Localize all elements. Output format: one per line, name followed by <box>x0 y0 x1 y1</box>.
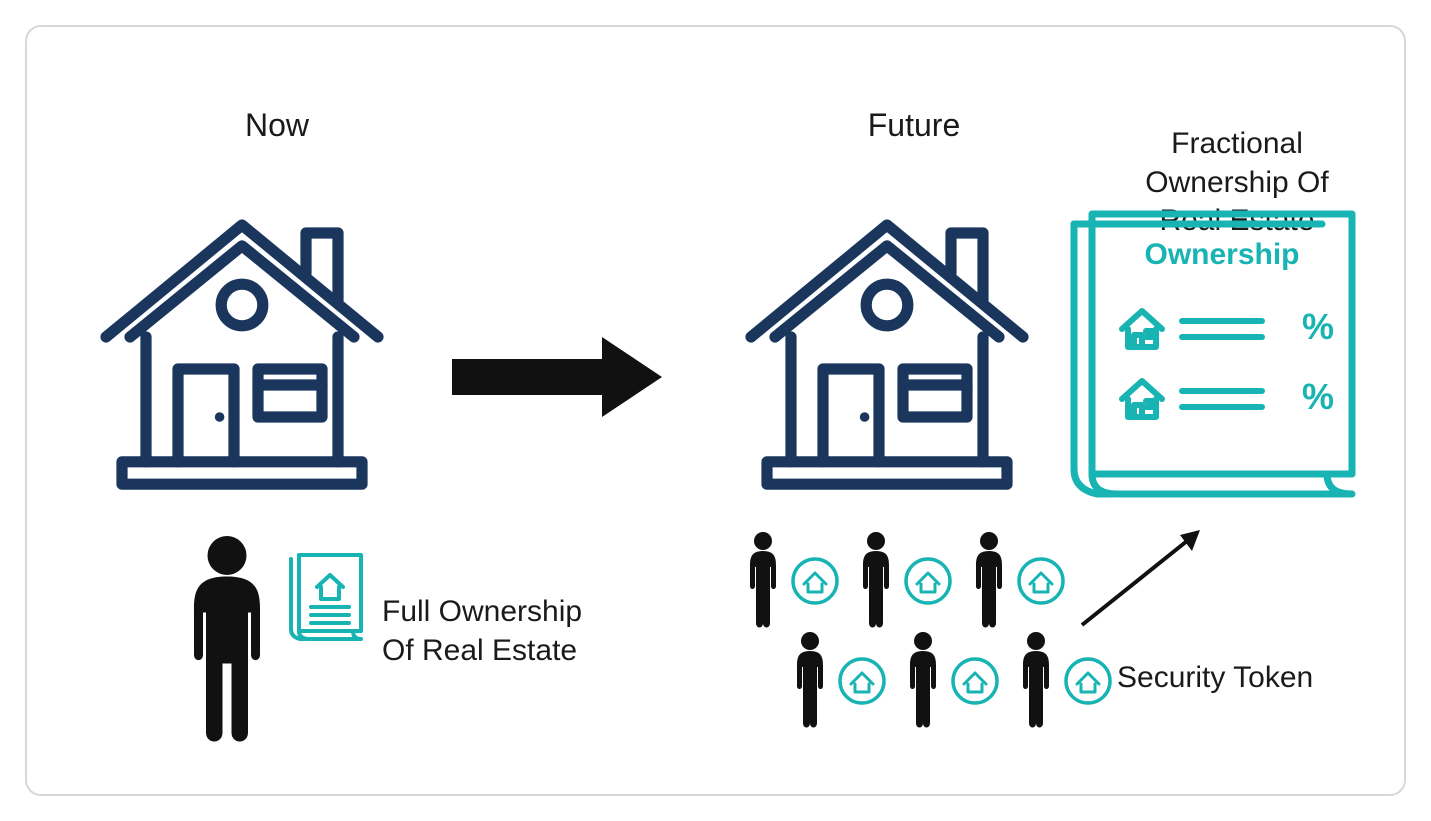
arrow-icon <box>452 337 662 417</box>
security-token-text: Security Token <box>1117 661 1313 694</box>
future-heading: Future <box>829 107 999 144</box>
diagonal-arrow-icon <box>1072 515 1222 635</box>
future-text: Future <box>868 107 960 143</box>
security-token-label: Security Token <box>1117 661 1357 695</box>
now-text: Now <box>245 107 309 143</box>
full-ownership-label: Full Ownership Of Real Estate <box>382 555 642 670</box>
percent-2: % <box>1302 376 1334 417</box>
full-ownership-text: Full Ownership Of Real Estate <box>382 595 582 666</box>
doc-title-text: Ownership <box>1144 238 1299 271</box>
ownership-document: Ownership % % <box>1062 209 1362 504</box>
house-icon-future <box>727 177 1047 497</box>
house-icon-now <box>82 177 402 497</box>
diagram-frame: Now Future Fractional Ownership Of Real … <box>25 25 1406 796</box>
person-icon-now <box>182 532 272 747</box>
small-document-icon <box>285 551 365 643</box>
now-heading: Now <box>222 107 332 144</box>
percent-1: % <box>1302 306 1334 347</box>
